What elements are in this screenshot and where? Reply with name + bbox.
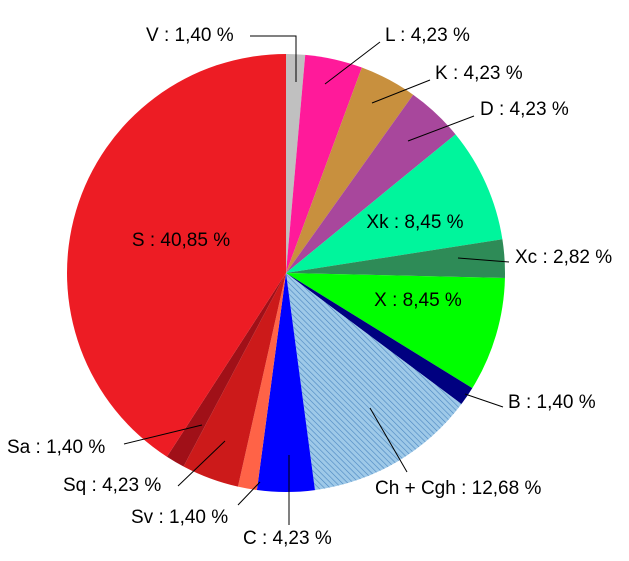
pie-slice-xk <box>286 134 503 273</box>
leader-line-k <box>371 79 431 104</box>
pie-slice-k <box>286 67 414 273</box>
pie-slice-ch-cgh <box>286 273 462 491</box>
pie-slice-l <box>286 54 362 273</box>
slice-label-s: S : 40,85 % <box>132 230 230 251</box>
leader-line-sq <box>177 440 226 487</box>
slice-label-xc: Xc : 2,82 % <box>515 247 612 268</box>
leader-line-ch-cgh <box>369 407 408 473</box>
slice-label-sa: Sa : 1,40 % <box>7 437 105 458</box>
pie-slice-s <box>67 54 286 457</box>
slice-label-k: K : 4,23 % <box>435 63 523 84</box>
leader-line-b <box>464 393 504 408</box>
pie-slice-xc <box>286 239 505 278</box>
pie-slice-sq <box>183 273 286 487</box>
slice-label-b: B : 1,40 % <box>508 392 596 413</box>
pie-slice-sa <box>166 273 286 467</box>
leader-line-l <box>324 41 381 85</box>
slice-labels: V : 1,40 % L : 4,23 % K : 4,23 % D : 4,23 %… <box>7 25 612 549</box>
slice-label-v: V : 1,40 % <box>146 25 234 46</box>
slice-label-x: X : 8,45 % <box>374 290 462 311</box>
slice-label-sv: Sv : 1,40 % <box>131 507 228 528</box>
pie-slices <box>67 54 505 493</box>
pie-slice-x <box>286 273 505 389</box>
slice-label-c: C : 4,23 % <box>243 528 332 549</box>
slice-label-d: D : 4,23 % <box>480 99 569 120</box>
leader-line-sv <box>237 481 261 506</box>
leader-line-v <box>250 35 297 82</box>
pie-slice-c <box>256 273 315 493</box>
slice-label-ch-cgh: Ch + Cgh : 12,68 % <box>375 478 541 499</box>
pie-slice-b <box>286 273 473 405</box>
pie-slice-v <box>286 54 306 273</box>
slice-label-l: L : 4,23 % <box>385 25 470 46</box>
leader-line-sa <box>123 424 203 445</box>
leader-lines <box>123 35 510 525</box>
slice-label-xk: Xk : 8,45 % <box>366 212 463 233</box>
leader-line-d <box>407 115 475 142</box>
pie-slice-sv <box>237 273 286 491</box>
leader-line-xc <box>457 257 510 263</box>
slice-label-sq: Sq : 4,23 % <box>63 475 161 496</box>
